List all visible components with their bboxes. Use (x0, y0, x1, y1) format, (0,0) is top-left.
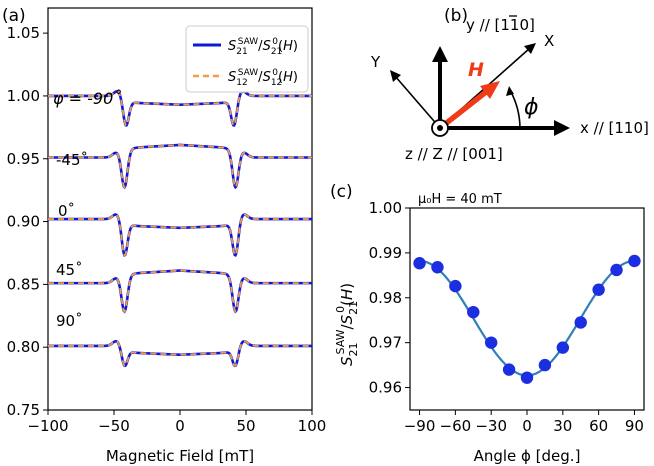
chart-c-ylabel: S21SAW/S210(H) (334, 283, 360, 366)
legend-label-s12: S12SAW/S120(H) (228, 68, 298, 88)
z-axis-dot (437, 125, 443, 131)
a-series-s21-3 (48, 269, 312, 314)
c-data-point (592, 283, 605, 296)
chart-c-annotation: μ₀H = 40 mT (418, 192, 502, 207)
curve-label-m45: -45˚ (56, 151, 88, 169)
a-series-s12-4 (48, 340, 312, 367)
Y-rotated-axis (394, 75, 441, 129)
panel-label-b: (b) (444, 6, 468, 26)
c-xtick-label: 30 (553, 417, 572, 435)
curve-label-90: 90˚ (56, 312, 83, 330)
c-data-point (484, 336, 498, 349)
Y-rotated-arrowhead (390, 70, 401, 82)
x-axis-label: x // [110] (580, 119, 649, 137)
a-ytick-label: 0.95 (7, 150, 40, 168)
c-xtick-label: 60 (589, 417, 608, 435)
c-data-point (502, 363, 516, 376)
c-data-point (574, 316, 587, 329)
c-data-point (520, 371, 534, 384)
H-arrowhead (480, 81, 500, 99)
c-ytick-label: 0.96 (369, 379, 402, 397)
z-axis-label: z // Z // [001] (405, 145, 503, 163)
c-xtick-label: 0 (522, 417, 532, 435)
c-xtick-label: −60 (440, 417, 472, 435)
c-xtick-label: −90 (404, 417, 436, 435)
c-xtick-label: 90 (625, 417, 644, 435)
y-axis-arrowhead (432, 46, 448, 62)
a-xtick-label: −50 (98, 417, 130, 435)
legend-label-s21: S21SAW/S210(H) (228, 37, 298, 57)
a-series-s12-0 (48, 90, 312, 127)
phi-arc-arrowhead (506, 86, 514, 96)
H-vector (438, 89, 488, 131)
a-ytick-label: 1.05 (7, 24, 40, 42)
a-ytick-label: 1.00 (7, 87, 40, 105)
panel-label-c: (c) (330, 182, 353, 202)
a-series-s21-4 (48, 339, 312, 368)
a-series-s12-1 (48, 144, 312, 189)
Y-label: Y (370, 53, 381, 71)
c-ytick-label: 0.98 (369, 289, 402, 307)
curve-label-m90: φ = -90˚ (53, 89, 121, 108)
a-series-s21-2 (48, 213, 312, 257)
a-ytick-label: 0.80 (7, 338, 40, 356)
c-ytick-label: 0.99 (369, 244, 402, 262)
chart-c: −90 −60 −30 0 30 60 90 0.96 0.97 0.98 0.99 1.00 μ₀H… (334, 192, 645, 465)
a-ytick-label: 0.90 (7, 213, 40, 231)
a-xtick-label: 0 (175, 417, 185, 435)
x-axis-arrowhead (554, 120, 570, 136)
a-xtick-label: 100 (298, 417, 327, 435)
phi-arc (510, 91, 521, 129)
coordinate-diagram: y // [110] x // [110] z // Z // [001] Y … (370, 15, 649, 163)
a-series-s12-3 (48, 269, 312, 313)
a-xtick-label: −100 (27, 417, 68, 435)
c-data-point (413, 257, 426, 270)
c-xtick-label: −30 (475, 417, 507, 435)
chart-a-xlabel: Magnetic Field [mT] (106, 447, 254, 465)
a-xtick-label: 50 (236, 417, 255, 435)
X-label: X (544, 32, 554, 50)
H-label: H (468, 59, 484, 81)
c-data-point (538, 358, 552, 372)
a-ytick-label: 0.75 (7, 401, 40, 419)
a-ytick-label: 0.85 (7, 275, 40, 293)
legend: S21SAW/S210(H) S12SAW/S120(H) (185, 25, 309, 93)
c-data-point (449, 279, 462, 293)
c-ytick-label: 0.97 (369, 334, 402, 352)
a-series-s12-2 (48, 213, 312, 257)
c-data-point (628, 254, 641, 268)
c-data-point (610, 263, 623, 277)
c-fit-line (417, 259, 637, 377)
chart-a: −100 −50 0 50 100 0.75 0.80 0.85 0.90 0.95 1.00 1.0… (7, 7, 327, 465)
c-data-point (467, 305, 480, 319)
panel-label-a: (a) (2, 6, 26, 26)
phi-label: ϕ (524, 95, 539, 120)
curve-label-0: 0˚ (58, 202, 75, 220)
y-axis-label: y // [110] (466, 16, 535, 34)
c-ytick-label: 1.00 (369, 199, 402, 217)
c-data-point (556, 341, 570, 354)
X-rotated-arrowhead (524, 43, 536, 54)
curve-label-45: 45˚ (56, 261, 83, 279)
c-data-point (431, 261, 444, 274)
chart-c-xlabel: Angle ϕ [deg.] (474, 447, 581, 465)
